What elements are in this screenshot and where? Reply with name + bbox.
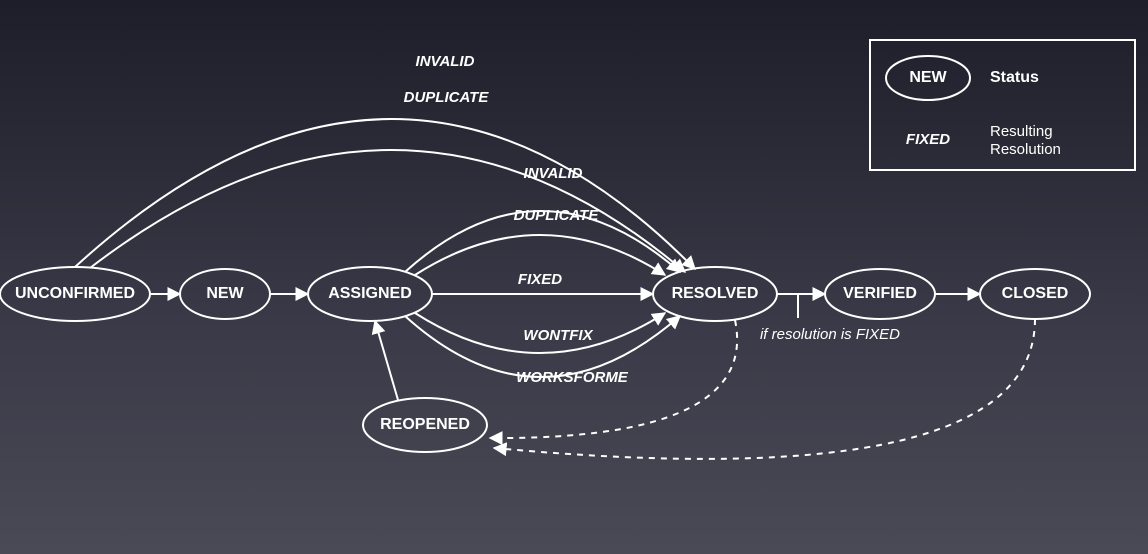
node-label-verified: VERIFIED — [843, 285, 917, 302]
node-label-resolved: RESOLVED — [672, 285, 759, 302]
legend-node-label: NEW — [909, 69, 947, 86]
legend-fixed-label: FIXED — [906, 131, 950, 148]
edge-label-assigned-resolved-wontfix: WONTFIX — [523, 327, 593, 344]
edge-label-assigned-resolved-invalid: INVALID — [524, 165, 583, 182]
edge-label-assigned-resolved-duplicate: DUPLICATE — [514, 207, 600, 224]
node-label-new: NEW — [206, 285, 244, 302]
edge-label-assigned-resolved-worksforme: WORKSFORME — [516, 369, 629, 386]
edge-cond-resolved-verified: if resolution is FIXED — [760, 326, 900, 343]
node-label-assigned: ASSIGNED — [328, 285, 412, 302]
edge-reopened-assigned — [375, 321, 398, 400]
node-label-reopened: REOPENED — [380, 416, 470, 433]
edge-unconfirmed-resolved-invalid — [75, 119, 695, 269]
labels-group: FIXED INVALID DUPLICATE WONTFIX WORKSFORME IN… — [404, 53, 901, 386]
legend-status-label: Status — [990, 69, 1039, 86]
legend-group: NEW Status FIXED ResultingResolution — [870, 40, 1135, 170]
edge-label-unconfirmed-resolved-invalid: INVALID — [416, 53, 475, 70]
state-diagram: UNCONFIRMED NEW ASSIGNED RESOLVED VERIFIED CL… — [0, 0, 1148, 554]
edge-assigned-resolved-duplicate — [415, 235, 665, 275]
legend-resulting-label-2: Resolution — [990, 141, 1061, 158]
node-label-closed: CLOSED — [1002, 285, 1069, 302]
edge-label-unconfirmed-resolved-duplicate: DUPLICATE — [404, 89, 490, 106]
node-label-unconfirmed: UNCONFIRMED — [15, 285, 135, 302]
edge-assigned-resolved-worksforme — [405, 316, 680, 377]
edge-label-assigned-resolved-fixed: FIXED — [518, 271, 562, 288]
legend-resulting-label-1: Resulting — [990, 123, 1053, 140]
